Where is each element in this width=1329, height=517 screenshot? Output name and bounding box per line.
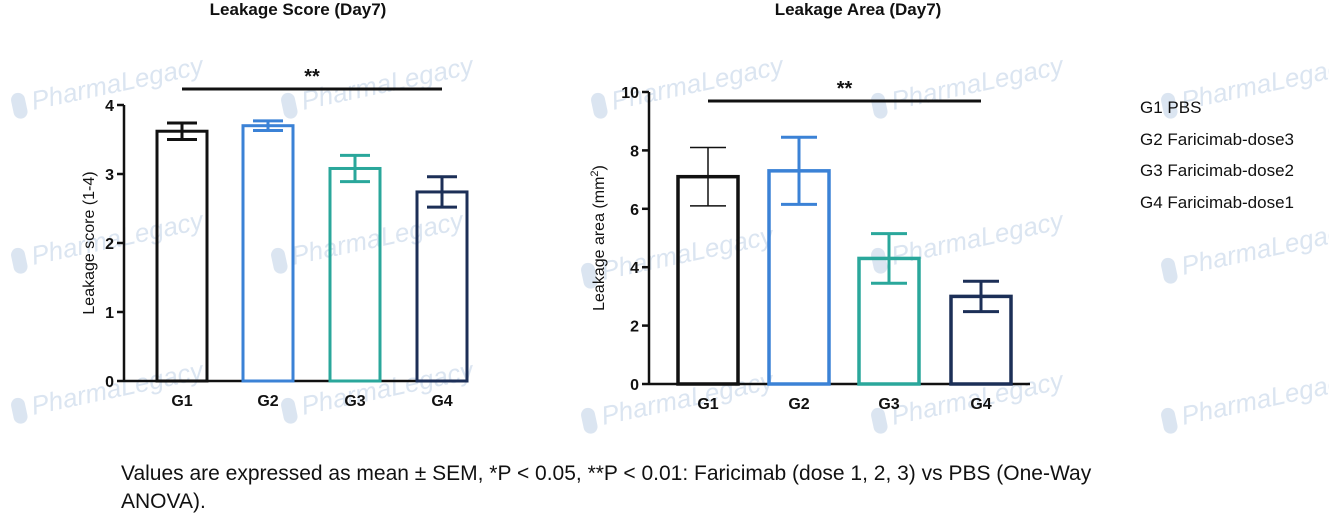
y-axis-label-area: Leakage area (mm2) [589, 165, 608, 311]
y-tick-label-score: 4 [105, 98, 114, 115]
y-tick-label-area: 4 [630, 260, 639, 277]
y-tick-label-score: 0 [105, 374, 114, 391]
x-tick-label-score: G4 [431, 393, 452, 410]
bar-score-g4 [415, 190, 469, 383]
bar-score-g3 [328, 166, 382, 383]
y-tick-label-score: 1 [105, 305, 114, 322]
chart-title-leakage-area: Leakage Area (Day7) [774, 0, 942, 19]
figure-caption: Values are expressed as mean ± SEM, *P <… [121, 462, 1092, 513]
y-tick-label-area: 8 [630, 143, 639, 160]
x-tick-label-area: G1 [697, 396, 718, 413]
x-tick-label-score: G3 [344, 393, 365, 410]
legend-item-g4: G4 Faricimab-dose1 [1140, 192, 1295, 212]
x-tick-label-area: G2 [788, 396, 809, 413]
bar-score-g1 [155, 129, 209, 383]
significance-label-area: ** [837, 78, 853, 100]
bar-area-g1 [676, 174, 740, 386]
y-tick-label-area: 10 [621, 85, 639, 102]
x-tick-label-score: G1 [171, 393, 192, 410]
significance-label-score: ** [304, 66, 320, 88]
y-tick-label-score: 3 [105, 167, 114, 184]
legend-item-g3: G3 Faricimab-dose2 [1140, 161, 1295, 180]
y-tick-label-score: 2 [105, 236, 114, 253]
legend-item-g1: G1 PBS [1140, 98, 1202, 117]
x-tick-label-area: G4 [970, 396, 991, 413]
y-axis-label-score: Leakage score (1-4) [81, 171, 98, 314]
x-tick-label-area: G3 [878, 396, 899, 413]
y-tick-label-area: 6 [630, 202, 639, 219]
x-tick-label-score: G2 [257, 393, 278, 410]
y-tick-label-area: 0 [630, 377, 639, 394]
bar-score-g2 [241, 124, 295, 383]
chart-title-leakage-score: Leakage Score (Day7) [209, 0, 387, 19]
legend: G1 PBS G2 Faricimab-dose3 G3 Faricimab-d… [1140, 97, 1294, 223]
legend-item-g2: G2 Faricimab-dose3 [1140, 129, 1295, 149]
y-tick-label-area: 2 [630, 319, 639, 336]
